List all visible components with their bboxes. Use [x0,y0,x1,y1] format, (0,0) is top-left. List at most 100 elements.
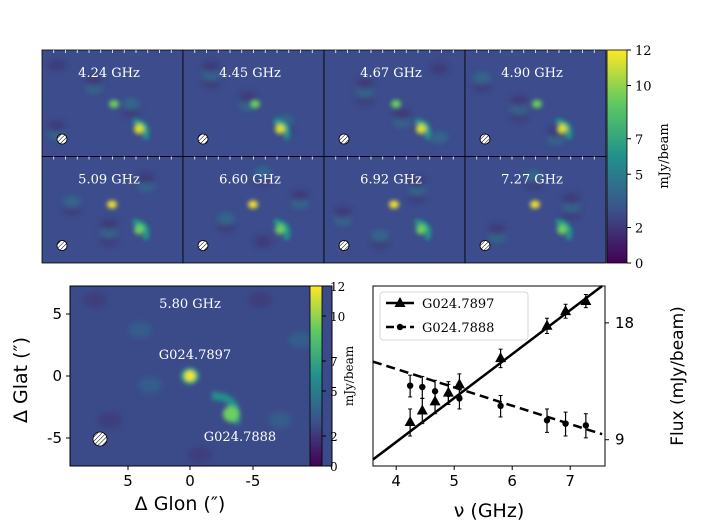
channel-map-6: 6.60 GHz [182,156,325,264]
colorbar-tick-label: 10 [330,310,345,324]
beam-icon [197,240,209,251]
data-point-triangle [404,415,416,426]
source-1-emission [391,100,401,108]
channel-freq-label: 6.92 GHz [360,173,422,188]
noise-blob [100,218,118,231]
continuum-noise [83,292,312,463]
source-2-emission [557,224,567,235]
y-tick-label: 0 [52,367,62,385]
noise-blob [138,377,162,393]
channel-sources [107,200,149,241]
channel-sources [391,100,431,140]
noise-blob [430,131,448,144]
colorbar-tick-label: 10 [635,80,652,95]
data-point-circle [582,422,590,429]
noise-blob [254,235,272,248]
source-2-emission [416,224,426,235]
x-tick-label: 7 [565,472,575,490]
colorbar-top-label: mJy/beam [657,123,672,188]
beam-icon [479,133,491,145]
source-1-emission [107,200,117,209]
spectrum-plot: 4 5 6 7 9 18 ν (GHz) Flux (mJy/beam) G024.789… [372,285,688,522]
noise-blob [430,62,448,75]
x-tick-label: 5 [449,472,459,490]
channel-sources [250,100,290,140]
noise-blob [488,223,506,236]
data-point-triangle [416,404,428,415]
colorbar-tick-label: 2 [330,430,338,444]
noise-blob [188,447,212,463]
series-2 [372,360,603,439]
colorbar-tick-label: 2 [635,222,643,237]
channel-freq-label: 6.60 GHz [219,173,281,188]
channel-map-noise [217,166,309,248]
source-2-arc [555,118,572,140]
colorbar-tick-label: 12 [330,280,345,294]
channel-sources [532,100,572,140]
colorbar-bottom-ticks: 0 2 5 7 10 12 [322,280,345,474]
colorbar-tick-label: 5 [330,385,338,399]
channel-sources [530,200,572,241]
y-tick-label: -5 [47,429,62,447]
channel-map-4: 4.90 GHz [464,49,607,157]
data-point-triangle [495,352,507,363]
data-point-circle [431,388,439,395]
source-2-arc [273,219,290,241]
source-1-emission [389,200,399,209]
source-label-2: G024.7888 [204,430,276,445]
channel-map-grid: 4.24 GHz 4.45 GHz 4.67 GHz 4.90 GHz 5.09 GHz… [41,49,607,264]
x-tick-label: 5 [123,472,133,490]
channel-map-noise [356,62,448,144]
continuum-map: 5.80 GHz G024.7897 G024.7888 5 0 -5 5 0 -5 Δ … [10,285,333,515]
noise-blob [122,97,140,110]
noise-blob [408,176,426,188]
noise-blob [98,412,122,428]
channel-map-noise [488,170,580,243]
channel-map-2: 4.45 GHz [182,49,325,157]
channel-map-5: 5.09 GHz [41,156,184,264]
colorbar-tick-label: 0 [330,460,338,474]
y-tick-label: 18 [615,314,634,332]
channel-freq-label: 4.67 GHz [360,66,422,81]
source-2-emission [134,224,144,235]
channel-freq-label: 5.09 GHz [78,173,140,188]
source-1-emission [248,200,258,209]
noise-blob [268,412,292,428]
channel-map-noise [63,172,155,246]
noise-blob [356,78,374,90]
data-point-circle [456,395,463,402]
legend-label-2: G024.7888 [422,321,494,336]
noise-blob [393,108,411,121]
noise-blob [137,172,155,185]
data-point-circle [543,417,551,424]
spectrum-ylabel: Flux (mJy/beam) [668,306,688,446]
channel-map-1: 4.24 GHz [41,49,184,157]
data-point-triangle [453,378,465,389]
noise-blob [525,170,543,182]
noise-blob [63,195,81,208]
continuum-ylabel: Δ Glat (″) [10,337,32,423]
colorbar-top-ticks: 0 2 5 7 10 12 [627,44,652,272]
channel-map-3: 4.67 GHz [323,49,466,157]
source-2-arc [132,219,149,241]
channel-sources [389,200,431,241]
x-tick-label: 6 [507,472,517,490]
beam-icon [197,133,209,145]
channel-map-noise [48,59,140,140]
continuum-sources [181,368,241,425]
x-tick-label: 0 [185,472,195,490]
data-point-circle [445,390,452,398]
spectrum-ticks: 4 5 6 7 9 18 [391,314,634,490]
source-2-emission [416,124,426,134]
noise-blob [48,59,66,71]
beam-icon [479,240,491,251]
channel-map-7: 6.92 GHz [323,156,466,264]
noise-blob [48,120,66,133]
beam-icon [338,133,350,145]
continuum-freq-label: 5.80 GHz [159,297,221,312]
data-point-circle [497,402,504,410]
legend-marker-triangle [394,297,406,307]
data-point-circle [562,420,569,427]
colorbar-top: 0 2 5 7 10 12 mJy/beam [606,44,672,272]
